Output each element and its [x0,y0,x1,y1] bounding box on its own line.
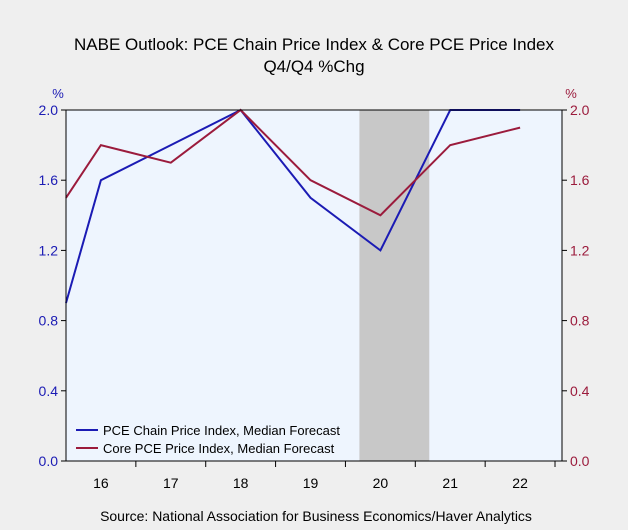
x-tick-label: 19 [303,475,319,491]
right-tick-label: 1.6 [570,172,590,188]
x-tick-label: 16 [93,475,109,491]
x-tick-label: 22 [512,475,528,491]
series-layer [65,108,521,304]
series-line-1 [65,108,521,217]
right-tick-label: 0.4 [570,383,590,399]
series-line-0 [65,108,521,304]
x-tick-label: 21 [442,475,458,491]
source-note: Source: National Association for Busines… [100,508,532,524]
ticks-layer: 0.0 0.0 0.4 0.4 0.8 0.8 1.2 1.2 1.6 1.6 2.0 2.0 16 17… [39,102,590,491]
left-tick-label: 0.8 [39,313,59,329]
plot-frame [65,109,563,462]
left-tick-label: 0.0 [39,453,59,469]
left-axis-unit: % [52,86,64,101]
left-tick-label: 2.0 [39,102,59,118]
right-tick-label: 0.0 [570,453,590,469]
legend-label-core: Core PCE Price Index, Median Forecast [103,441,335,456]
legend-label-pce: PCE Chain Price Index, Median Forecast [103,423,340,438]
chart-subtitle: Q4/Q4 %Chg [263,57,364,76]
right-tick-label: 1.2 [570,242,590,258]
plot-area [66,110,562,461]
x-tick-label: 20 [373,475,389,491]
right-axis-unit: % [565,86,577,101]
x-tick-label: 18 [233,475,249,491]
left-tick-label: 1.2 [39,242,59,258]
legend: PCE Chain Price Index, Median Forecast C… [76,423,340,456]
recession-shading [359,110,430,461]
chart-title: NABE Outlook: PCE Chain Price Index & Co… [74,35,554,54]
left-tick-label: 0.4 [39,383,59,399]
right-tick-label: 2.0 [570,102,590,118]
x-tick-label: 17 [163,475,179,491]
right-tick-label: 0.8 [570,313,590,329]
left-tick-label: 1.6 [39,172,59,188]
